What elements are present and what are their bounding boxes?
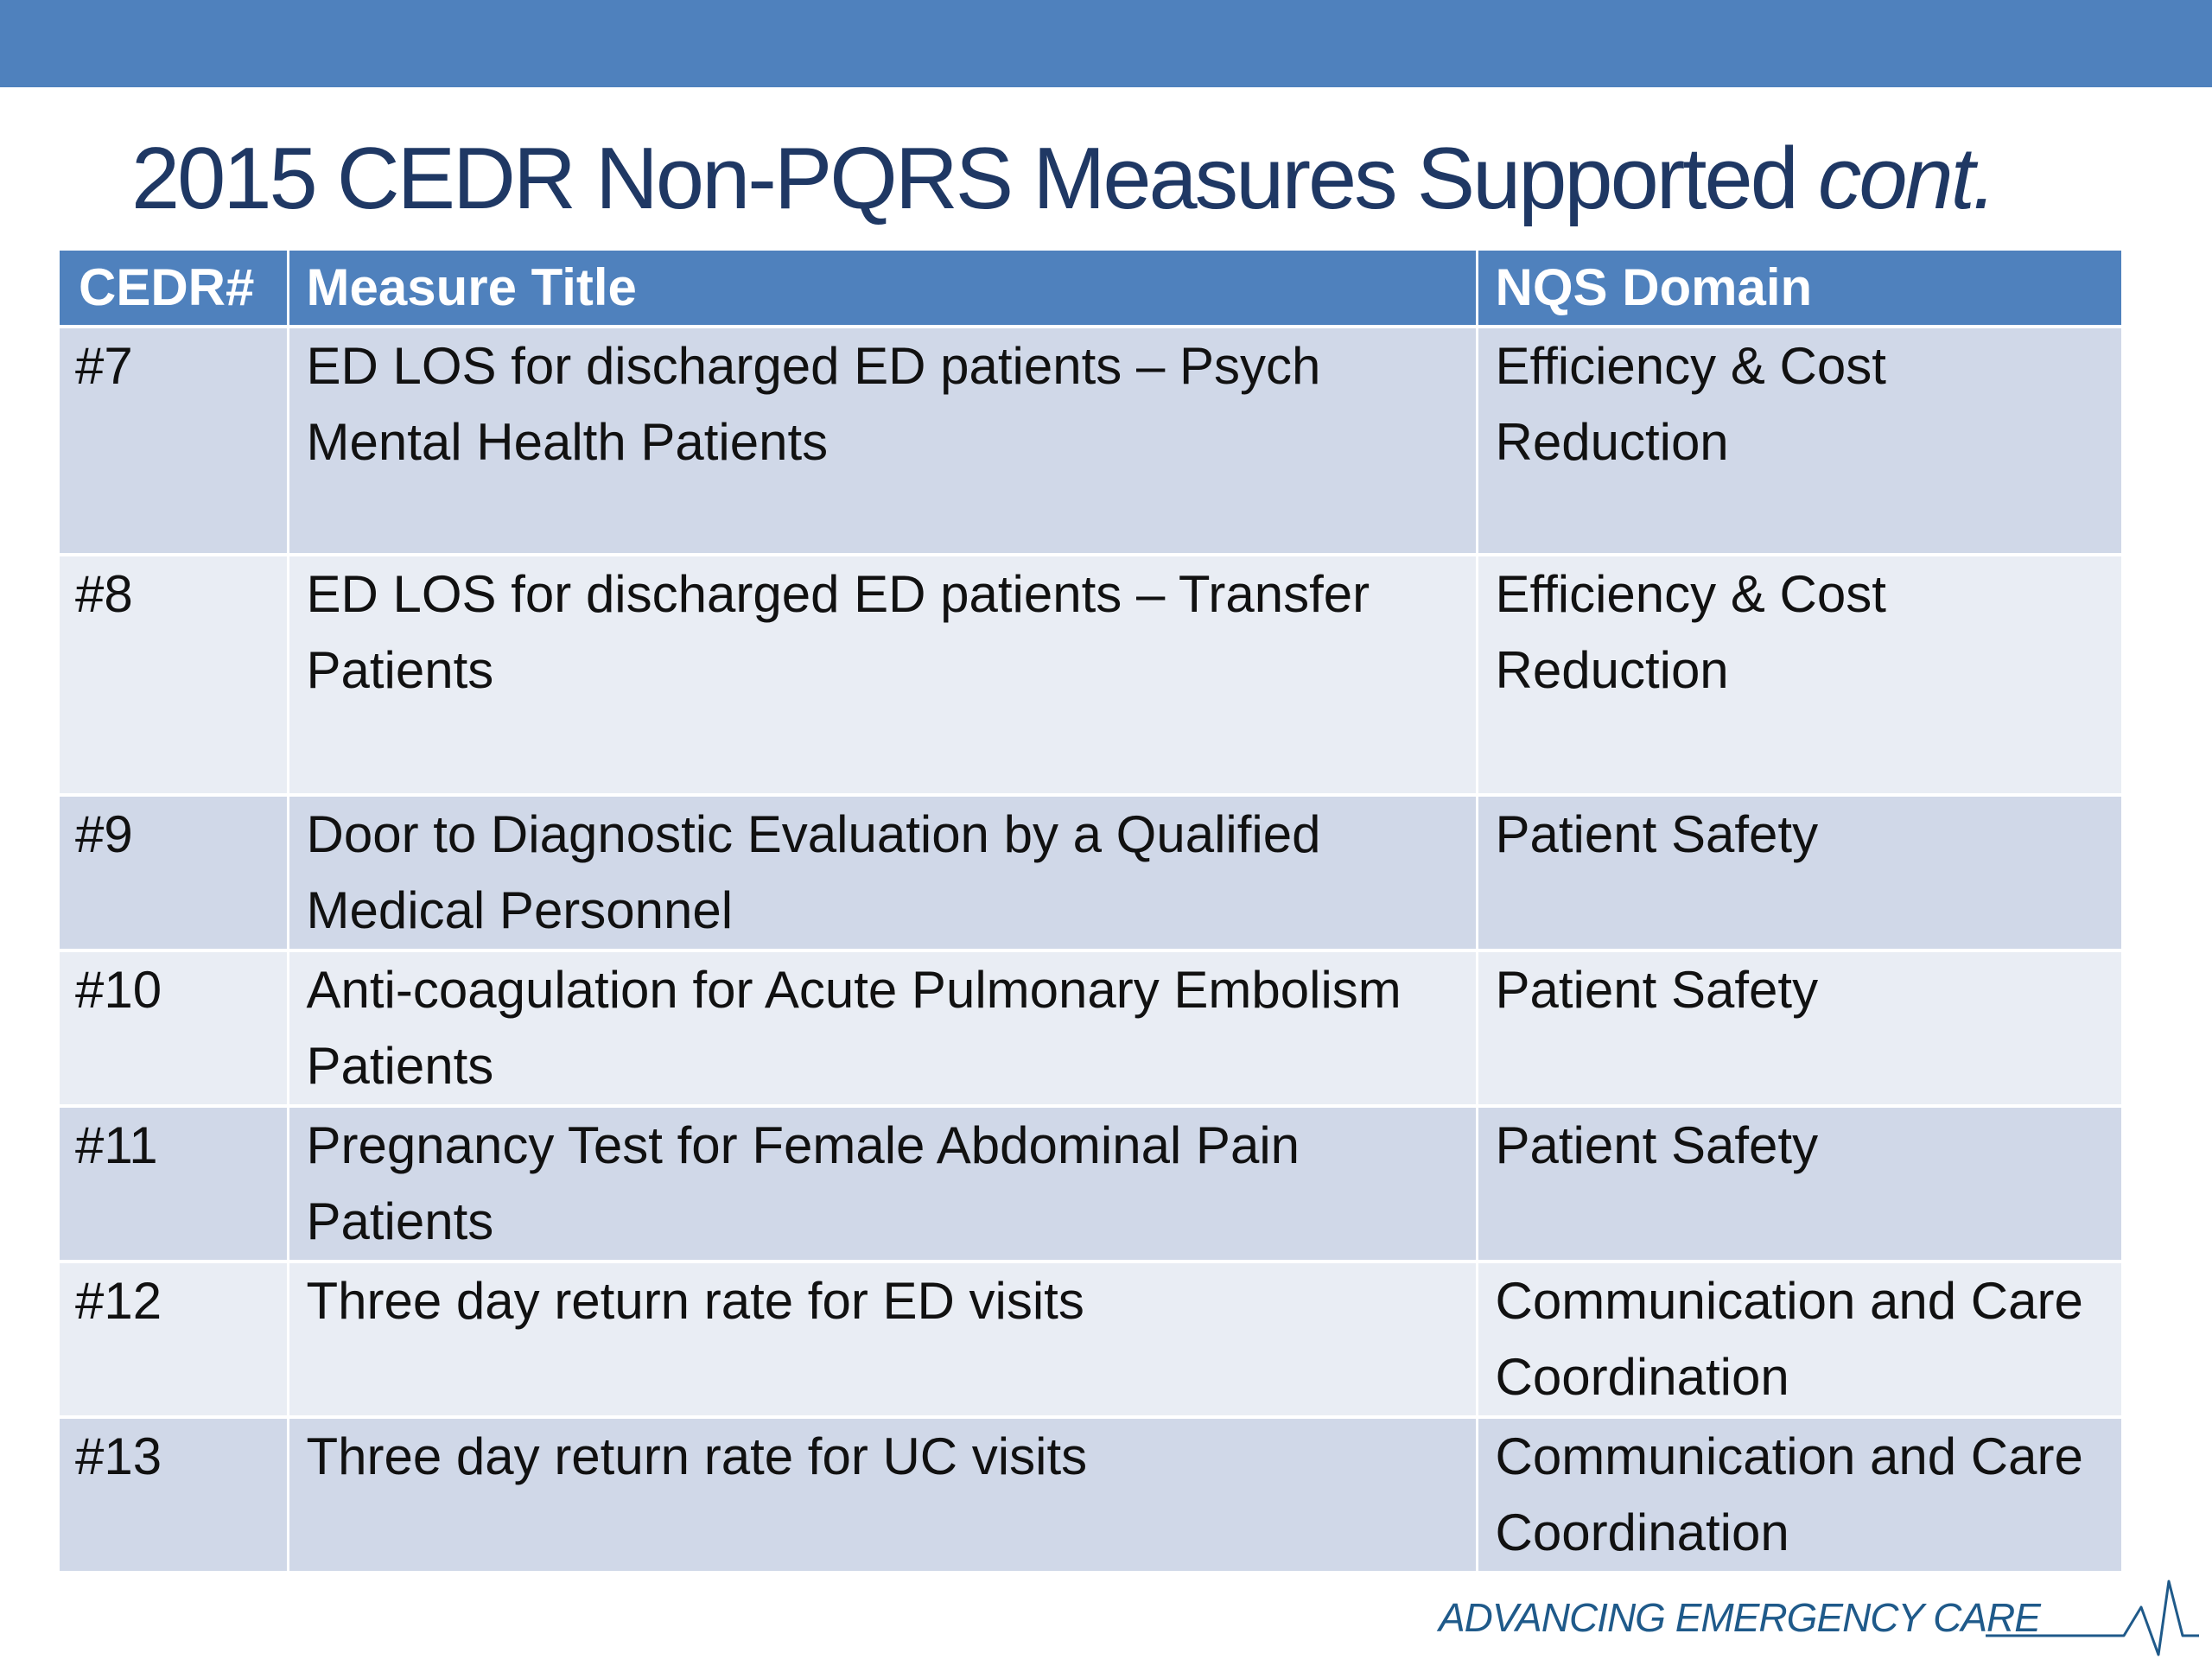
column-header-measure-title: Measure Title bbox=[286, 251, 1478, 328]
cedr-number-cell: #8 bbox=[60, 555, 289, 797]
nqs-domain-cell: Patient Safety bbox=[1475, 795, 2121, 952]
cedr-number-cell: #7 bbox=[60, 327, 289, 556]
nqs-domain-cell: Patient Safety bbox=[1475, 1106, 2121, 1263]
table-row: #8 ED LOS for discharged ED patients – T… bbox=[60, 555, 2121, 797]
heartbeat-line-icon bbox=[1986, 1580, 2199, 1656]
top-header-bar bbox=[0, 0, 2212, 87]
cedr-number-cell: #11 bbox=[60, 1106, 289, 1263]
measure-title-cell: Three day return rate for ED visits bbox=[286, 1262, 1478, 1419]
nqs-domain-cell: Communication and Care Coordination bbox=[1475, 1417, 2121, 1574]
nqs-domain-cell: Patient Safety bbox=[1475, 950, 2121, 1108]
measures-table: CEDR# Measure Title NQS Domain #7 ED LOS… bbox=[60, 251, 2121, 1574]
footer-logo: ADVANCING EMERGENCY CARE bbox=[1439, 1573, 2199, 1659]
measure-title-cell: Door to Diagnostic Evaluation by a Quali… bbox=[286, 795, 1478, 952]
cedr-number-cell: #12 bbox=[60, 1262, 289, 1419]
measure-title-cell: ED LOS for discharged ED patients – Tran… bbox=[286, 555, 1478, 797]
cedr-number-cell: #10 bbox=[60, 950, 289, 1108]
measure-title-cell: Pregnancy Test for Female Abdominal Pain… bbox=[286, 1106, 1478, 1263]
table-row: #13 Three day return rate for UC visits … bbox=[60, 1417, 2121, 1574]
measure-title-cell: Three day return rate for UC visits bbox=[286, 1417, 1478, 1574]
slide-title-suffix: cont. bbox=[1817, 130, 1997, 227]
slide-title-main: 2015 CEDR Non-PQRS Measures Supported bbox=[131, 130, 1799, 227]
slide-title: 2015 CEDR Non-PQRS Measures Supported co… bbox=[131, 123, 1997, 235]
table-row: #7 ED LOS for discharged ED patients – P… bbox=[60, 327, 2121, 556]
cedr-number-cell: #13 bbox=[60, 1417, 289, 1574]
nqs-domain-cell: Communication and Care Coordination bbox=[1475, 1262, 2121, 1419]
table-header-row: CEDR# Measure Title NQS Domain bbox=[60, 251, 2121, 328]
nqs-domain-cell: Efficiency & Cost Reduction bbox=[1475, 555, 2121, 797]
measure-title-cell: Anti-coagulation for Acute Pulmonary Emb… bbox=[286, 950, 1478, 1108]
measure-title-cell: ED LOS for discharged ED patients – Psyc… bbox=[286, 327, 1478, 556]
table-row: #11 Pregnancy Test for Female Abdominal … bbox=[60, 1106, 2121, 1263]
footer-logo-text: ADVANCING EMERGENCY CARE bbox=[1439, 1595, 2041, 1640]
table-row: #12 Three day return rate for ED visits … bbox=[60, 1262, 2121, 1419]
table-row: #10 Anti-coagulation for Acute Pulmonary… bbox=[60, 950, 2121, 1108]
column-header-nqs-domain: NQS Domain bbox=[1475, 251, 2121, 328]
column-header-cedr-number: CEDR# bbox=[60, 251, 289, 328]
table-row: #9 Door to Diagnostic Evaluation by a Qu… bbox=[60, 795, 2121, 952]
cedr-number-cell: #9 bbox=[60, 795, 289, 952]
nqs-domain-cell: Efficiency & Cost Reduction bbox=[1475, 327, 2121, 556]
measures-table-container: CEDR# Measure Title NQS Domain #7 ED LOS… bbox=[60, 251, 2121, 1574]
